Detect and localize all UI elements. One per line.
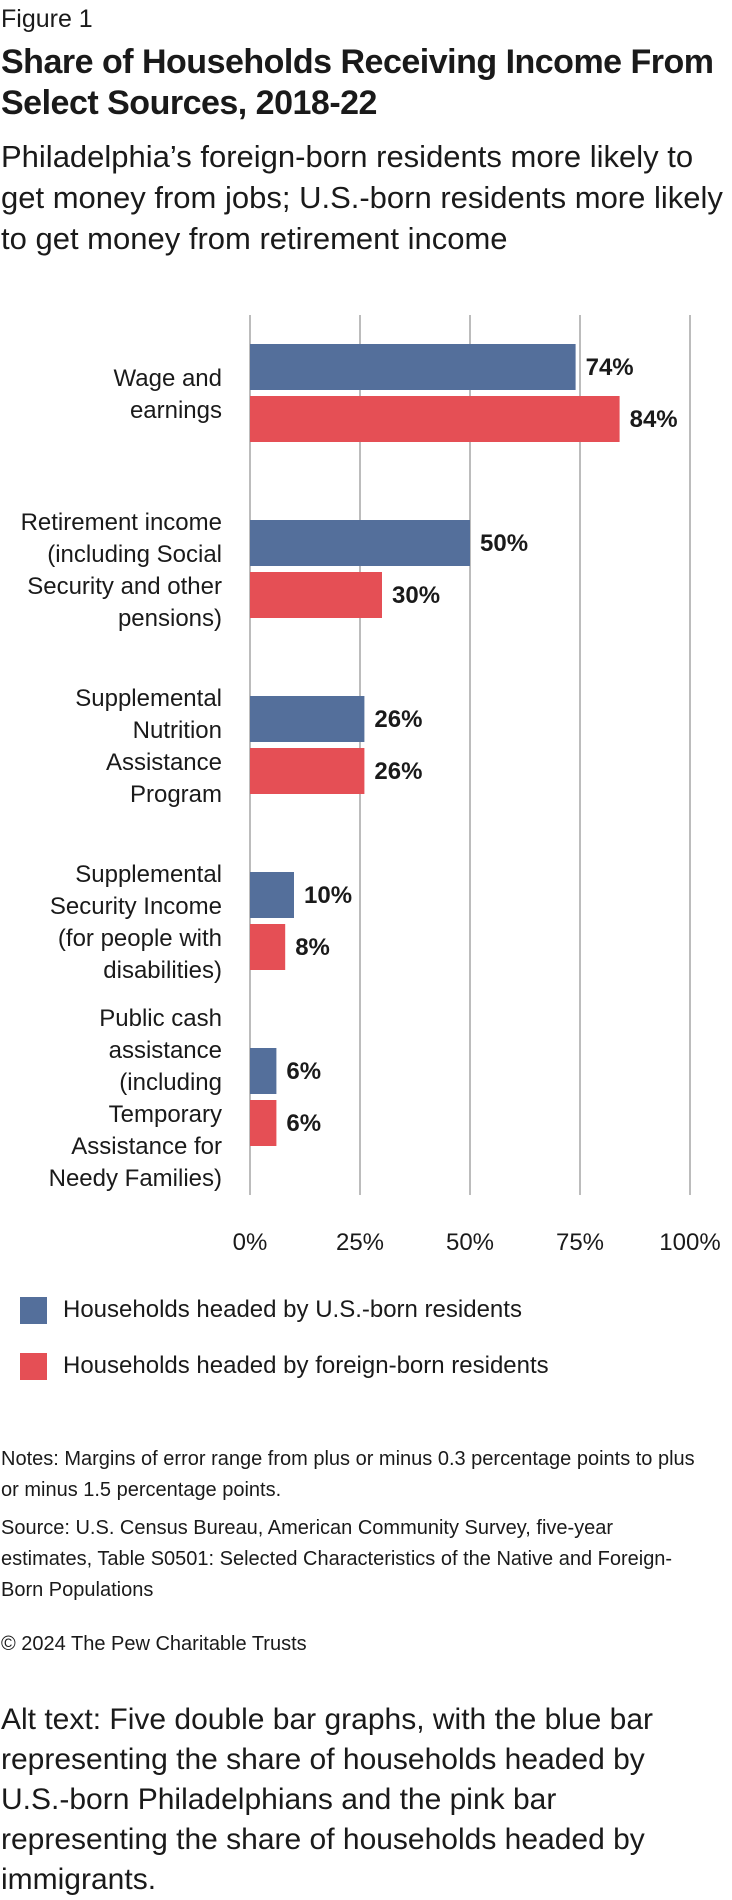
x-tick-label: 75% <box>556 1229 604 1256</box>
chart-subtitle: Philadelphia’s foreign-born residents mo… <box>1 139 723 256</box>
data-label: 74% <box>586 354 634 381</box>
chart-notes: Notes: Margins of error range from plus … <box>1 1448 695 1501</box>
category-label-line: Retirement income <box>21 509 222 536</box>
legend-swatch-foreign-born <box>20 1353 47 1380</box>
data-label: 50% <box>480 530 528 557</box>
chart-title: Share of Households Receiving Income Fro… <box>1 43 714 122</box>
data-label: 10% <box>304 882 352 909</box>
bar <box>250 1048 277 1094</box>
data-label: 26% <box>374 758 422 785</box>
data-label: 84% <box>630 406 678 433</box>
category-label-line: Security and other <box>27 573 222 600</box>
category-label: Public cash assistance (including Temporary… <box>49 1005 222 1192</box>
category-label: Supplemental Security Income (for people w… <box>50 861 222 984</box>
bar <box>250 344 576 390</box>
data-label: 6% <box>286 1058 321 1085</box>
bar <box>250 396 620 442</box>
bar <box>250 572 382 618</box>
x-tick-label: 50% <box>446 1229 494 1256</box>
bar-chart: 0% 25% 50% 75% 100% 74% 84% Wage and earnings 50%… <box>21 315 721 1256</box>
bar <box>250 1100 277 1146</box>
bar <box>250 924 286 970</box>
legend-swatch-us-born <box>20 1297 47 1324</box>
chart-source: Source: U.S. Census Bureau, American Com… <box>1 1517 673 1601</box>
category-label-line: pensions) <box>118 605 222 632</box>
category-label-line: Security Income <box>50 893 222 920</box>
x-tick-label: 100% <box>659 1229 720 1256</box>
category-label-line: Temporary <box>109 1101 222 1128</box>
legend-label-foreign-born: Households headed by foreign-born reside… <box>63 1352 549 1379</box>
category-label-line: (including <box>119 1069 222 1096</box>
category-label-line: Supplemental <box>75 861 222 888</box>
category-label-line: Assistance <box>106 749 222 776</box>
category-label: Retirement income (including Social Securi… <box>21 509 222 632</box>
category-label-line: Supplemental <box>75 685 222 712</box>
category-label-line: Assistance for <box>71 1133 222 1160</box>
x-tick-label: 25% <box>336 1229 384 1256</box>
category-label-line: Program <box>130 781 222 808</box>
category-label-line: Wage and <box>113 365 222 392</box>
category-label-line: Public cash <box>99 1005 222 1032</box>
x-tick-label: 0% <box>233 1229 268 1256</box>
category-label: Supplemental Nutrition Assistance Program <box>75 685 222 808</box>
category-label: Wage and earnings <box>113 365 222 424</box>
bar <box>250 696 365 742</box>
data-label: 6% <box>286 1110 321 1137</box>
data-label: 8% <box>295 934 330 961</box>
alt-text: Alt text: Five double bar graphs, with t… <box>1 1703 654 1896</box>
category-label-line: earnings <box>130 397 222 424</box>
figure-label: Figure 1 <box>1 5 93 33</box>
bar <box>250 748 365 794</box>
data-label: 30% <box>392 582 440 609</box>
category-label-line: (including Social <box>47 541 222 568</box>
category-label-line: Needy Families) <box>49 1165 222 1192</box>
category-label-line: assistance <box>109 1037 222 1064</box>
bar <box>250 872 294 918</box>
category-label-line: (for people with <box>58 925 222 952</box>
category-label-line: disabilities) <box>103 957 222 984</box>
copyright: © 2024 The Pew Charitable Trusts <box>1 1633 307 1655</box>
legend-label-us-born: Households headed by U.S.-born residents <box>63 1296 522 1323</box>
category-label-line: Nutrition <box>133 717 222 744</box>
data-label: 26% <box>374 706 422 733</box>
bar <box>250 520 470 566</box>
